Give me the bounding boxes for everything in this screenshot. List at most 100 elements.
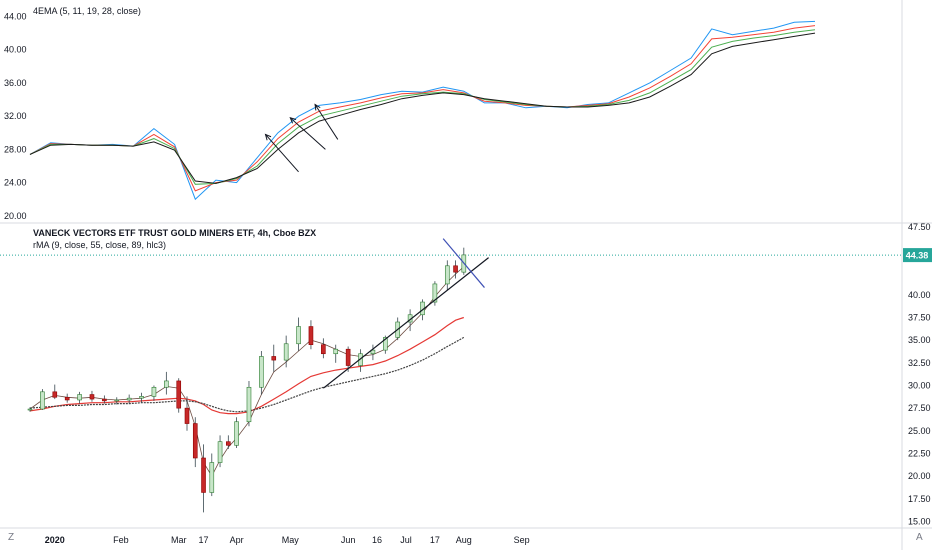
candle-body (77, 394, 82, 401)
candle-body (246, 386, 252, 423)
time-x-tick: Feb (113, 535, 129, 545)
candle-body (283, 343, 289, 361)
candle-body (308, 326, 314, 345)
time-x-tick: May (282, 535, 300, 545)
candle (27, 407, 33, 412)
candle-body (234, 421, 239, 446)
candle (296, 317, 301, 352)
candle-body (176, 380, 182, 409)
price-y-tick: 25.00 (908, 426, 931, 436)
candle-body (201, 457, 206, 493)
candle-body (296, 326, 301, 345)
time-x-tick: 17 (430, 535, 440, 545)
candle (271, 344, 277, 372)
rma-series-line (29, 336, 465, 413)
candle (52, 384, 58, 400)
candle (89, 390, 95, 402)
ema-y-tick: 36.00 (4, 78, 27, 88)
candle (259, 351, 264, 395)
candle-body (102, 398, 107, 402)
candle-body (52, 391, 58, 398)
candle-body (444, 265, 450, 285)
candle (321, 338, 326, 359)
time-x-tick: Jul (400, 535, 412, 545)
price-y-tick: 35.00 (908, 335, 931, 345)
price-y-tick: 17.50 (908, 494, 931, 504)
candle-body (453, 265, 458, 273)
ema-y-tick: 32.00 (4, 111, 27, 121)
candle (192, 417, 198, 468)
candle (151, 385, 157, 401)
symbol-title: VANECK VECTORS ETF TRUST GOLD MINERS ETF… (33, 228, 316, 238)
ema-y-tick: 44.00 (4, 11, 27, 21)
candle (164, 371, 169, 395)
candle (308, 320, 314, 350)
candle-body (192, 423, 198, 459)
price-y-tick: 37.50 (908, 312, 931, 322)
rma-series-line (29, 316, 464, 415)
candle-body (40, 391, 45, 410)
price-y-tick: 47.50 (908, 222, 931, 232)
candle-body (432, 283, 438, 303)
trendline (322, 257, 489, 389)
last-price-badge (903, 248, 932, 263)
candle-body (333, 348, 339, 355)
ema-y-tick: 24.00 (4, 178, 27, 188)
log-scale-toggle[interactable]: Z (8, 532, 14, 543)
candle-body (27, 408, 33, 411)
candle-body (321, 344, 326, 355)
ema-series-line (29, 32, 816, 184)
annotation-arrow (314, 104, 339, 140)
candle (102, 395, 107, 404)
candle-body (370, 349, 376, 355)
price-y-tick: 15.00 (908, 516, 931, 526)
candle-body (164, 380, 169, 388)
candle (432, 281, 438, 306)
candle (114, 397, 120, 405)
candle-body (209, 462, 215, 493)
candle (333, 344, 339, 363)
annotation-arrow-head (289, 117, 297, 124)
candle (453, 260, 458, 279)
candle-body (126, 397, 132, 401)
candle-body (64, 396, 70, 401)
price-panel[interactable]: 47.50 40.00 37.50 35.00 32.50 30.00 27.50 25.00… (0, 222, 932, 545)
candle (209, 453, 215, 497)
candle (345, 346, 351, 372)
candle (234, 417, 239, 449)
candle (64, 393, 70, 403)
auto-scale-toggle[interactable]: A (916, 532, 923, 543)
candle-body (114, 399, 120, 402)
candle (283, 335, 289, 368)
candle (40, 389, 45, 410)
candle (201, 444, 206, 513)
ema-series-line (29, 25, 816, 192)
candle (184, 396, 190, 431)
candle (139, 392, 144, 403)
trendline (442, 238, 485, 288)
candle-body (345, 348, 351, 366)
annotation-arrow (289, 117, 326, 150)
candle (444, 260, 450, 291)
rma-series-line (29, 266, 465, 477)
candle (77, 391, 82, 404)
time-x-tick: Apr (230, 535, 244, 545)
candle (246, 380, 252, 427)
last-price-label: 44.38 (906, 251, 929, 261)
candle (226, 435, 231, 449)
candle-body (89, 394, 95, 400)
price-y-tick: 20.00 (908, 471, 931, 481)
price-y-tick: 40.00 (908, 290, 931, 300)
candle (370, 344, 376, 361)
candle-body (139, 396, 144, 399)
price-y-tick: 30.00 (908, 380, 931, 390)
price-y-tick: 22.50 (908, 448, 931, 458)
time-x-tick: Sep (514, 535, 530, 545)
time-x-tick: 2020 (45, 535, 65, 545)
ema-indicator-label: 4EMA (5, 11, 19, 28, close) (33, 6, 141, 16)
ema-series-line (29, 20, 816, 201)
time-x-tick: 16 (372, 535, 382, 545)
ema-panel[interactable]: 44.00 40.00 36.00 32.00 28.00 24.00 20.00 (4, 11, 816, 221)
price-y-tick: 32.50 (908, 358, 931, 368)
